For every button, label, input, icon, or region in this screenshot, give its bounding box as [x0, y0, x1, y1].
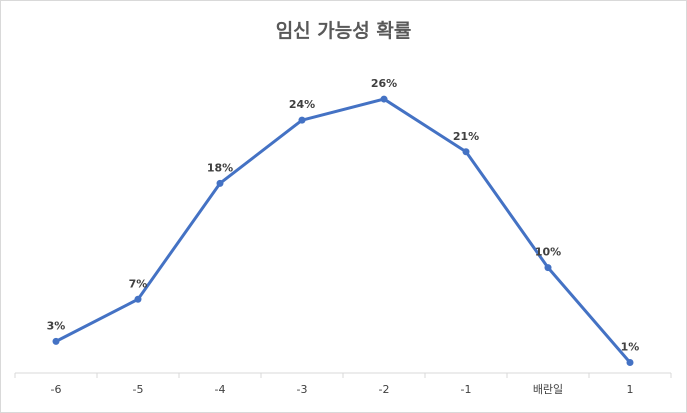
x-tick-label: 배란일 — [533, 382, 563, 396]
data-label: 21% — [453, 130, 479, 143]
data-point — [134, 295, 142, 303]
data-point — [462, 148, 470, 156]
data-label: 24% — [289, 98, 315, 111]
data-point — [52, 337, 60, 345]
x-tick-label: -1 — [461, 383, 472, 396]
data-label: 7% — [129, 277, 148, 290]
x-tick-label: -5 — [133, 383, 144, 396]
chart-title: 임신 가능성 확률 — [275, 20, 412, 42]
data-point — [298, 116, 306, 124]
series-line — [54, 97, 632, 364]
data-point — [380, 95, 388, 103]
x-tick-label: -2 — [379, 383, 390, 396]
data-label: 18% — [207, 161, 233, 174]
x-tick-label: -3 — [297, 383, 308, 396]
data-point — [626, 358, 634, 366]
x-tick-label: -6 — [51, 383, 62, 396]
data-point — [216, 179, 224, 187]
data-label: 1% — [621, 340, 640, 353]
data-label: 26% — [371, 77, 397, 90]
data-label: 3% — [47, 319, 66, 332]
x-tick-label: 1 — [627, 383, 634, 396]
data-point — [544, 264, 552, 272]
x-tick-label: -4 — [215, 383, 226, 396]
data-label: 10% — [535, 246, 561, 259]
